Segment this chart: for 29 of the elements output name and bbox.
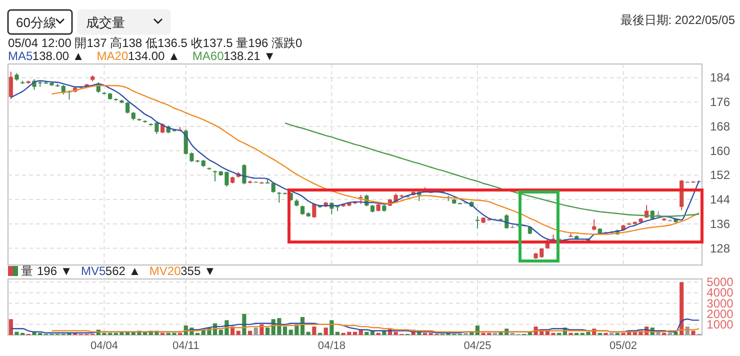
series-label: MA20 bbox=[96, 49, 128, 63]
x-tick-label: 04/04 bbox=[90, 340, 118, 352]
y-tick-label: 184 bbox=[710, 70, 730, 85]
annotation: 355 ▼ bbox=[180, 264, 216, 278]
series-label: MA5 bbox=[8, 49, 33, 63]
text: 134.00 ▲ bbox=[128, 49, 180, 63]
text: 成交量 bbox=[86, 15, 125, 30]
y-tick-label: 160 bbox=[710, 144, 730, 158]
y-tick-label: 152 bbox=[710, 168, 730, 182]
y-tick-label: 128 bbox=[710, 241, 730, 256]
text: 05/04 12:00 開137 高138 低136.5 收137.5 量196 漲跌0 bbox=[8, 36, 303, 50]
text: 138.21 ▼ bbox=[224, 49, 276, 63]
x-tick-label: 05/02 bbox=[610, 340, 638, 352]
y-tick-label: 168 bbox=[710, 119, 730, 134]
text: MV5 bbox=[81, 264, 106, 278]
annotation: 562 ▲ bbox=[105, 264, 141, 278]
annotation: 196 ▼ bbox=[37, 264, 72, 278]
text: 60分線 bbox=[16, 15, 56, 30]
y-tick-label: 144 bbox=[710, 192, 730, 207]
text: 138.00 ▲ bbox=[32, 49, 84, 63]
text: 最後日期: 2022/05/05 bbox=[620, 13, 736, 27]
legend-label: 量 bbox=[21, 264, 33, 278]
x-tick-label: 04/18 bbox=[318, 340, 346, 352]
y-tick-label: 176 bbox=[710, 95, 730, 110]
y-tick-label: 136 bbox=[710, 216, 730, 231]
text: MV20 bbox=[149, 264, 182, 278]
text: MA60 bbox=[192, 49, 224, 63]
x-tick-label: 04/11 bbox=[172, 340, 200, 352]
x-tick-label: 04/25 bbox=[464, 340, 492, 352]
